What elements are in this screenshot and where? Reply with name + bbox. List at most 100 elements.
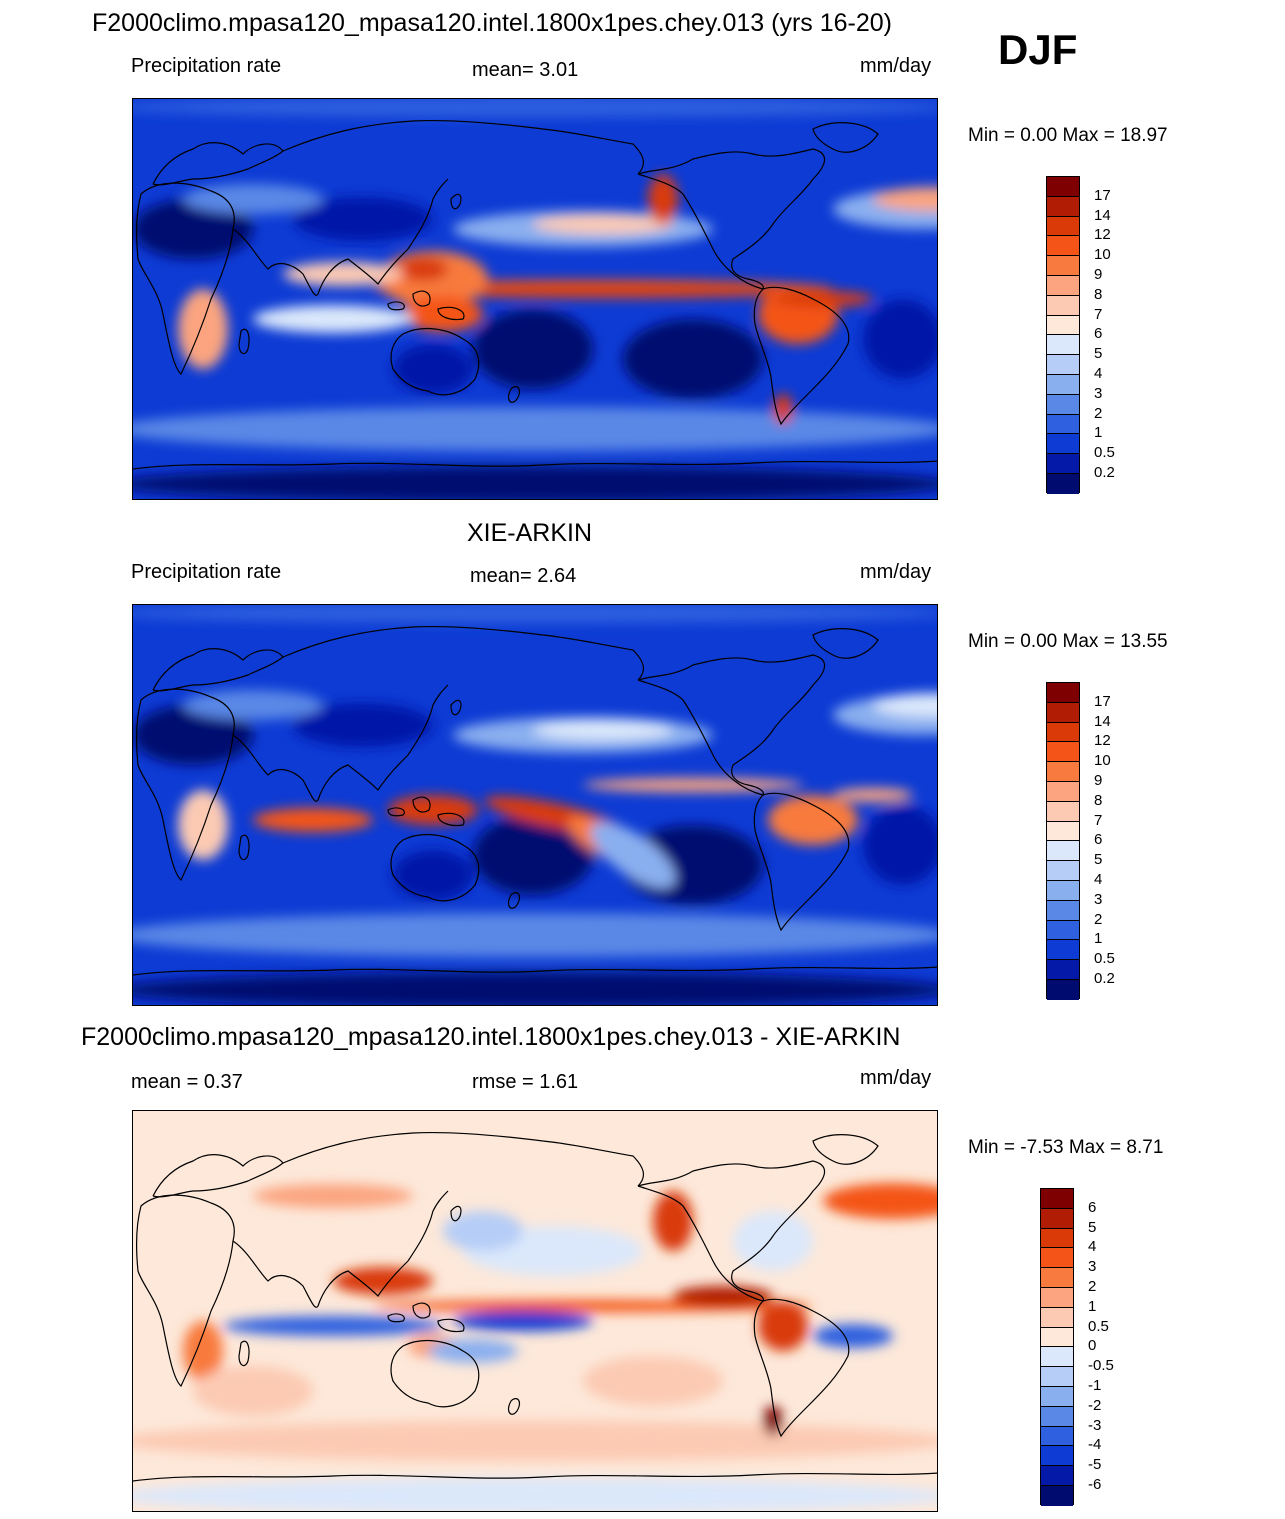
- colorbar-swatch: [1041, 1228, 1073, 1249]
- precip-region: [763, 1406, 783, 1436]
- colorbar-swatch: [1047, 295, 1079, 316]
- coastline: [387, 301, 405, 311]
- colorbar-tick-label: 3: [1094, 384, 1103, 402]
- coastline: [637, 654, 826, 796]
- coastline: [238, 328, 250, 355]
- coastline: [437, 1318, 465, 1333]
- coastline: [282, 119, 645, 175]
- colorbar-tick-label: 1: [1088, 1297, 1097, 1315]
- colorbar-swatch: [1041, 1208, 1073, 1229]
- colorbar-tick-label: 6: [1094, 325, 1103, 343]
- coastline: [437, 812, 465, 827]
- panel-model-units-label: mm/day: [860, 55, 932, 77]
- precip-region: [873, 187, 937, 211]
- precip-region: [393, 850, 473, 900]
- colorbar-tick-label: -2: [1088, 1396, 1102, 1414]
- season-label: DJF: [998, 26, 1078, 73]
- precip-region: [133, 199, 253, 259]
- colorbar-tick-label: -1: [1088, 1377, 1102, 1394]
- precip-region: [178, 289, 228, 369]
- coastline: [507, 1398, 521, 1415]
- colorbar-swatch: [1041, 1485, 1073, 1506]
- precip-region: [133, 913, 937, 957]
- precip-region: [183, 1321, 223, 1381]
- precip-region: [223, 1316, 443, 1336]
- colorbar-swatch: [1047, 821, 1079, 842]
- coastline: [387, 807, 405, 817]
- colorbar-swatch: [1047, 275, 1079, 296]
- precip-region: [253, 808, 373, 832]
- colorbar-tick-label: 7: [1094, 305, 1103, 323]
- panel-model-mean-label: mean= 3.01: [472, 59, 579, 81]
- precip-region: [398, 257, 448, 281]
- colorbar-swatch: [1041, 1268, 1073, 1288]
- precip-region: [623, 319, 763, 399]
- panel-diff-map: [132, 1110, 938, 1512]
- colorbar-swatch: [1047, 355, 1079, 375]
- colorbar-tick-label: 8: [1094, 285, 1103, 303]
- precip-field: [133, 605, 937, 1005]
- panel-obs-units-label: mm/day: [860, 561, 932, 583]
- coastline: [133, 966, 937, 976]
- coastline: [637, 148, 826, 290]
- colorbar-swatch: [1047, 722, 1079, 743]
- panel-model-minmax: Min = 0.00 Max = 18.97: [968, 125, 1168, 146]
- coastline-layer: [133, 119, 937, 470]
- precip-region: [293, 703, 433, 747]
- colorbar-tick-label: 9: [1094, 266, 1103, 283]
- colorbar-tick-label: -5: [1088, 1456, 1102, 1474]
- coastline: [390, 328, 480, 396]
- panel-diff-mean-label: mean = 0.37: [131, 1071, 243, 1093]
- precip-region: [590, 821, 676, 889]
- precip-region: [333, 1267, 433, 1295]
- colorbar-tick-label: 4: [1088, 1238, 1097, 1256]
- colorbar-swatch: [1047, 454, 1079, 474]
- precip-region: [863, 805, 937, 885]
- precip-region: [583, 778, 803, 792]
- panel-obs-mean-label: mean= 2.64: [470, 565, 577, 587]
- precip-region: [873, 693, 937, 717]
- precip-region: [293, 197, 433, 241]
- coastline: [232, 1240, 409, 1308]
- colorbar-tick-label: 0: [1088, 1337, 1097, 1355]
- colorbar-tick-label: -0.5: [1088, 1357, 1114, 1375]
- precip-region: [653, 1191, 693, 1251]
- colorbar-tick-label: 14: [1094, 206, 1111, 224]
- precip-region: [403, 296, 483, 332]
- colorbar-tick-label: 7: [1094, 811, 1103, 829]
- colorbar-tick-label: -4: [1088, 1436, 1102, 1454]
- colorbar-swatch: [1047, 683, 1079, 703]
- coastline: [437, 306, 465, 321]
- precip-region: [453, 286, 793, 296]
- colorbar-swatch: [1047, 196, 1079, 217]
- precip-region: [193, 1366, 313, 1416]
- precip-region: [813, 1324, 893, 1348]
- colorbar-swatch: [1047, 781, 1079, 802]
- colorbar-swatch: [1047, 841, 1079, 862]
- precip-region: [443, 1211, 523, 1251]
- colorbar-swatch: [1047, 762, 1079, 782]
- coastline: [412, 1302, 431, 1319]
- precip-region: [133, 972, 937, 1005]
- precip-region: [133, 466, 937, 499]
- coastline: [812, 628, 879, 659]
- colorbar-tick-label: 14: [1094, 712, 1111, 730]
- coastline: [812, 122, 879, 153]
- precip-region: [133, 1478, 937, 1511]
- colorbar-tick-label: 2: [1094, 910, 1103, 928]
- colorbar-swatch: [1047, 900, 1079, 921]
- precip-region: [253, 305, 413, 333]
- precip-region: [183, 184, 323, 214]
- coastline: [390, 1340, 480, 1408]
- coastline-layer: [133, 625, 937, 976]
- colorbar-swatch: [1047, 256, 1079, 276]
- colorbar-tick-label: 5: [1094, 851, 1103, 869]
- colorbar-swatch: [1041, 1347, 1073, 1368]
- coastline: [238, 1340, 250, 1367]
- coastline: [238, 834, 250, 861]
- colorbar-swatch: [1047, 394, 1079, 415]
- colorbar-swatch: [1041, 1327, 1073, 1348]
- panel-obs-minmax: Min = 0.00 Max = 13.55: [968, 631, 1168, 652]
- colorbar-swatch: [1041, 1307, 1073, 1328]
- precip-region: [178, 790, 228, 860]
